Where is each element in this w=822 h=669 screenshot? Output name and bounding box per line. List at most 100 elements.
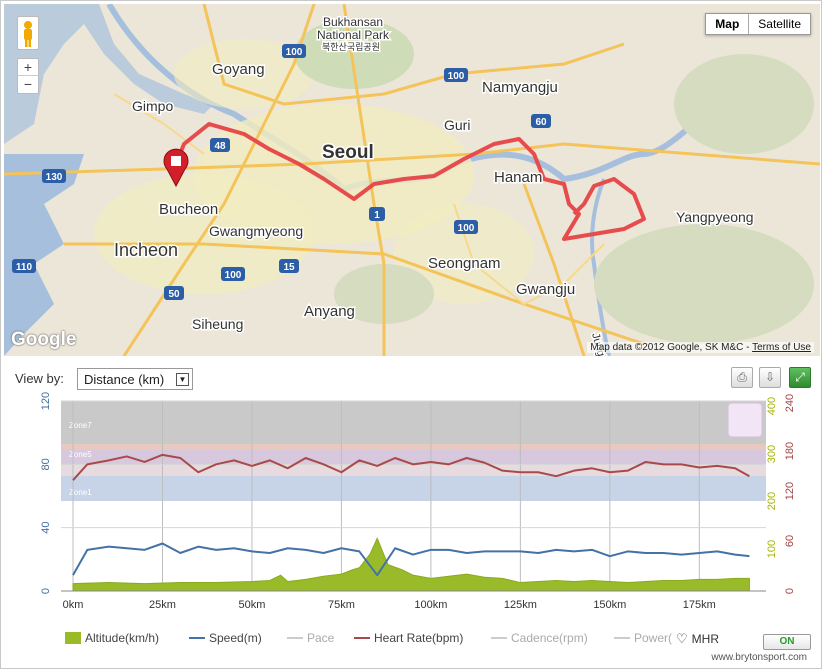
- zoom-control: + −: [17, 58, 39, 94]
- svg-text:50: 50: [168, 289, 180, 300]
- highway-shield-icon: 50: [164, 286, 184, 300]
- print-button[interactable]: ⎙: [731, 367, 753, 388]
- label-incheon: Incheon: [114, 240, 178, 260]
- label-bucheon: Bucheon: [159, 201, 218, 218]
- start-marker-icon[interactable]: [163, 148, 189, 188]
- label-guri: Guri: [444, 117, 470, 133]
- download-button[interactable]: ⇩: [759, 367, 781, 388]
- highway-shield-icon: 100: [444, 68, 468, 82]
- power-axis-tick-label: 100: [766, 540, 778, 558]
- svg-text:15: 15: [283, 262, 295, 273]
- alt-axis-tick-label: 0: [784, 588, 796, 594]
- x-tick-label: 75km: [328, 599, 355, 611]
- heart-rate-swatch-icon: [354, 637, 370, 639]
- legend-heart-rate[interactable]: Heart Rate(bpm): [354, 631, 463, 645]
- left-axis-tick-label: 120: [40, 392, 52, 410]
- x-tick-label: 0km: [63, 599, 84, 611]
- svg-text:48: 48: [214, 141, 226, 152]
- highway-shield-icon: 60: [531, 114, 551, 128]
- zone6-band: [61, 444, 766, 450]
- left-axis-tick-label: 0: [40, 588, 52, 594]
- x-tick-label: 50km: [238, 599, 265, 611]
- legend-mhr: ♡ MHR: [676, 631, 719, 647]
- zone1-band: [61, 476, 766, 501]
- speed-line: [72, 542, 750, 577]
- power-axis-tick-label: 200: [766, 492, 778, 510]
- label-namyangju: Namyangju: [482, 79, 558, 96]
- speed-swatch-icon: [189, 637, 205, 639]
- highway-shield-icon: 110: [12, 259, 36, 273]
- legend-power-label: Power(: [634, 631, 673, 645]
- zone1-label: Zone1: [69, 488, 92, 497]
- label-anyang: Anyang: [304, 303, 355, 320]
- left-axis-tick-label: 40: [40, 522, 52, 534]
- legend-speed-label: Speed(m): [209, 631, 262, 645]
- view-by-label: View by:: [15, 371, 64, 386]
- legend-altitude[interactable]: Altitude(km/h): [65, 631, 159, 645]
- hr-axis-tick-label: 60: [784, 535, 796, 547]
- satellite-button[interactable]: Satellite: [758, 17, 801, 31]
- download-icon: ⇩: [764, 370, 776, 384]
- zone7-label: Zone7: [69, 421, 92, 430]
- label-yangpyeong: Yangpyeong: [676, 209, 754, 225]
- label-hanam: Hanam: [494, 169, 542, 186]
- zone4-band: [61, 464, 766, 476]
- fullscreen-button[interactable]: ⤢: [789, 367, 811, 388]
- terms-of-use-link[interactable]: Terms of Use: [752, 342, 811, 353]
- route-map[interactable]: Bukhansan National Park 북한산국립공원 Goyang G…: [4, 4, 820, 356]
- chart-overlay-box: [727, 402, 763, 438]
- chart-axes: 0km 25km 50km 75km 100km 125km 150km 175km 0 40 80…: [40, 392, 796, 611]
- activity-chart[interactable]: Zone7 Zone5 Zone1 0km 25km 50km 75km 100km 12…: [1, 391, 822, 631]
- hr-axis-tick-label: 180: [784, 442, 796, 460]
- power-axis-tick-label: 400: [766, 397, 778, 415]
- street-view-pegman-icon[interactable]: [17, 16, 39, 50]
- label-bukhansan: Bukhansan: [323, 15, 383, 29]
- svg-text:60: 60: [535, 117, 547, 128]
- mhr-toggle-button[interactable]: ON: [763, 634, 811, 650]
- legend-pace[interactable]: Pace: [287, 631, 334, 645]
- hr-axis-tick-label: 240: [784, 394, 796, 412]
- highway-shield-icon: 100: [282, 44, 306, 58]
- view-by-select[interactable]: Distance (km) ▼: [77, 368, 193, 390]
- svg-text:130: 130: [46, 172, 63, 183]
- zone5-label: Zone5: [69, 450, 92, 459]
- svg-text:100: 100: [448, 71, 465, 82]
- heart-icon: ♡: [676, 631, 688, 646]
- x-tick-label: 175km: [683, 599, 716, 611]
- svg-text:110: 110: [16, 262, 33, 273]
- legend-speed[interactable]: Speed(m): [189, 631, 262, 645]
- left-axis-tick-label: 80: [40, 458, 52, 470]
- power-axis-tick-label: 300: [766, 445, 778, 463]
- label-gwangju: Gwangju: [516, 281, 575, 298]
- legend-altitude-label: Altitude(km/h): [85, 631, 160, 645]
- map-type-control: Map Satellite: [705, 13, 811, 35]
- heart-rate-line: [72, 453, 750, 481]
- map-button[interactable]: Map: [706, 14, 750, 34]
- chevron-down-icon: ▼: [176, 373, 189, 386]
- route-line: [174, 122, 646, 241]
- legend-power[interactable]: Power(: [614, 631, 672, 645]
- map-attribution: Map data ©2012 Google, SK M&C - Terms of…: [587, 342, 814, 353]
- label-gwangmyeong: Gwangmyeong: [209, 223, 303, 239]
- svg-text:1: 1: [374, 210, 380, 221]
- highway-shield-icon: 48: [210, 138, 230, 152]
- svg-text:100: 100: [225, 270, 242, 281]
- highway-shield-icon: 15: [279, 259, 299, 273]
- legend-cadence-label: Cadence(rpm): [511, 631, 588, 645]
- footer-website: www.brytonsport.com: [711, 652, 807, 663]
- x-tick-label: 25km: [149, 599, 176, 611]
- legend-mhr-label: MHR: [691, 632, 719, 646]
- chart-series: [72, 453, 750, 592]
- label-seoul: Seoul: [322, 142, 374, 163]
- x-tick-label: 100km: [414, 599, 447, 611]
- zoom-in-button[interactable]: +: [18, 59, 38, 76]
- power-swatch-icon: [614, 637, 630, 639]
- legend-pace-label: Pace: [307, 631, 335, 645]
- label-siheung: Siheung: [192, 316, 243, 332]
- map-canvas[interactable]: Bukhansan National Park 북한산국립공원 Goyang G…: [4, 4, 820, 356]
- label-korean-park: 북한산국립공원: [322, 42, 380, 52]
- zoom-out-button[interactable]: −: [23, 76, 33, 92]
- legend-cadence[interactable]: Cadence(rpm): [491, 631, 588, 645]
- label-goyang: Goyang: [212, 61, 265, 78]
